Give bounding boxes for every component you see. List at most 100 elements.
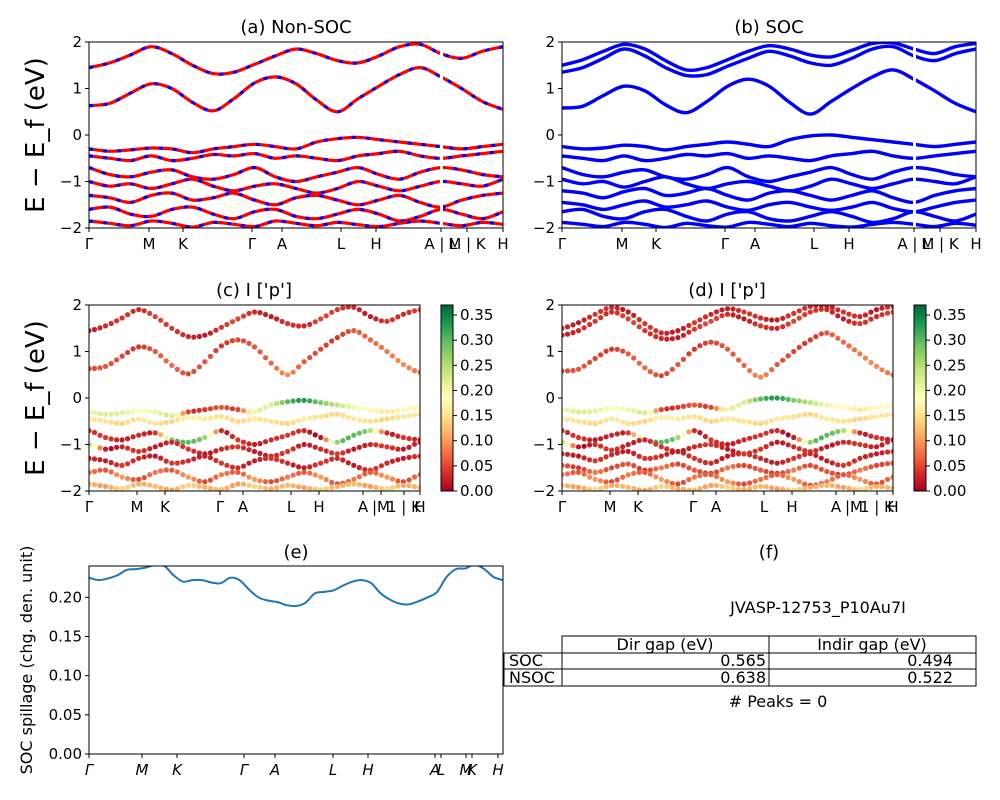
- band-point: [169, 362, 175, 368]
- band-line-dash: [89, 65, 503, 114]
- band-point: [174, 460, 180, 466]
- band-point: [257, 450, 263, 456]
- band-point: [141, 308, 147, 314]
- band-point: [384, 416, 390, 422]
- colorbar-tick-label: 0.10: [460, 432, 493, 450]
- band-point: [658, 444, 664, 450]
- band-point: [625, 351, 631, 357]
- band-point: [741, 451, 747, 457]
- band-point: [389, 485, 395, 491]
- band-point: [307, 354, 313, 361]
- band-point: [312, 350, 318, 356]
- band-point: [262, 311, 269, 318]
- band-point: [653, 408, 659, 414]
- band-point: [664, 484, 670, 490]
- band-point: [835, 403, 841, 410]
- band-point: [400, 455, 406, 461]
- band-point: [702, 459, 709, 466]
- x-tick-label: A: [429, 761, 440, 779]
- band-point: [697, 458, 703, 464]
- band-point: [312, 444, 318, 450]
- band-point: [89, 409, 92, 415]
- material-id: JVASP-12753_P10Au7I: [729, 598, 906, 618]
- band-point: [296, 443, 302, 449]
- band-point: [373, 428, 379, 434]
- band-point: [400, 482, 406, 488]
- band-point: [307, 429, 313, 435]
- band-point: [240, 313, 247, 319]
- band-point: [697, 343, 703, 349]
- band-point: [873, 483, 880, 489]
- band-point: [240, 463, 247, 469]
- band-point: [108, 446, 114, 452]
- band-point: [862, 465, 869, 471]
- band-point: [609, 482, 615, 488]
- band-point: [581, 471, 587, 477]
- band-point: [411, 441, 418, 447]
- band-point: [829, 332, 835, 338]
- band-point: [862, 312, 869, 318]
- band-point: [647, 486, 653, 491]
- band-point: [285, 474, 291, 480]
- band-point: [785, 442, 791, 448]
- band-point: [102, 363, 109, 369]
- band-point: [257, 456, 263, 462]
- band-point: [564, 416, 571, 423]
- band-point: [279, 399, 285, 406]
- band-point: [747, 435, 753, 441]
- band-point: [279, 420, 285, 426]
- band-point: [724, 453, 731, 459]
- band-point: [686, 476, 692, 483]
- band-point: [581, 466, 587, 473]
- band-point: [196, 364, 202, 370]
- band-point: [262, 479, 269, 485]
- band-point: [873, 363, 880, 369]
- band-point: [147, 419, 153, 425]
- band-point: [631, 432, 637, 438]
- band-point: [658, 439, 664, 445]
- band-point: [835, 462, 841, 468]
- band-point: [367, 469, 373, 475]
- band-point: [196, 450, 202, 456]
- band-point: [769, 395, 775, 401]
- band-point: [285, 421, 291, 427]
- band-point: [653, 466, 659, 472]
- band-point: [246, 417, 252, 423]
- band-point: [791, 444, 797, 450]
- band-point: [724, 311, 731, 317]
- band-point: [301, 465, 307, 471]
- band-point: [163, 358, 169, 364]
- band-point: [647, 417, 653, 423]
- band-point: [411, 454, 418, 460]
- band-point: [747, 452, 753, 458]
- band-point: [824, 458, 830, 464]
- band-point: [603, 467, 609, 473]
- band-point: [691, 428, 698, 434]
- band-point: [846, 311, 852, 317]
- band-point: [196, 478, 202, 484]
- band-point: [285, 399, 291, 405]
- band-point: [290, 472, 296, 478]
- band-point: [758, 476, 764, 482]
- band-point: [587, 437, 593, 443]
- band-point: [702, 484, 709, 490]
- band-point: [769, 317, 775, 323]
- band-point: [307, 415, 313, 421]
- band-point: [824, 444, 830, 450]
- band-point: [417, 453, 420, 459]
- band-point: [890, 309, 893, 315]
- band-point: [196, 483, 202, 489]
- band-point: [97, 417, 103, 423]
- band-point: [257, 349, 263, 355]
- band-point: [279, 458, 285, 464]
- band-point: [389, 458, 395, 464]
- band-point: [268, 402, 274, 408]
- x-tick-label: M: [616, 235, 629, 253]
- table-header-indir: Indir gap (eV): [817, 635, 927, 654]
- band-point: [675, 404, 681, 410]
- table-row-label: SOC: [509, 651, 543, 670]
- y-tick-label: 1: [545, 343, 555, 361]
- band-point: [141, 344, 147, 350]
